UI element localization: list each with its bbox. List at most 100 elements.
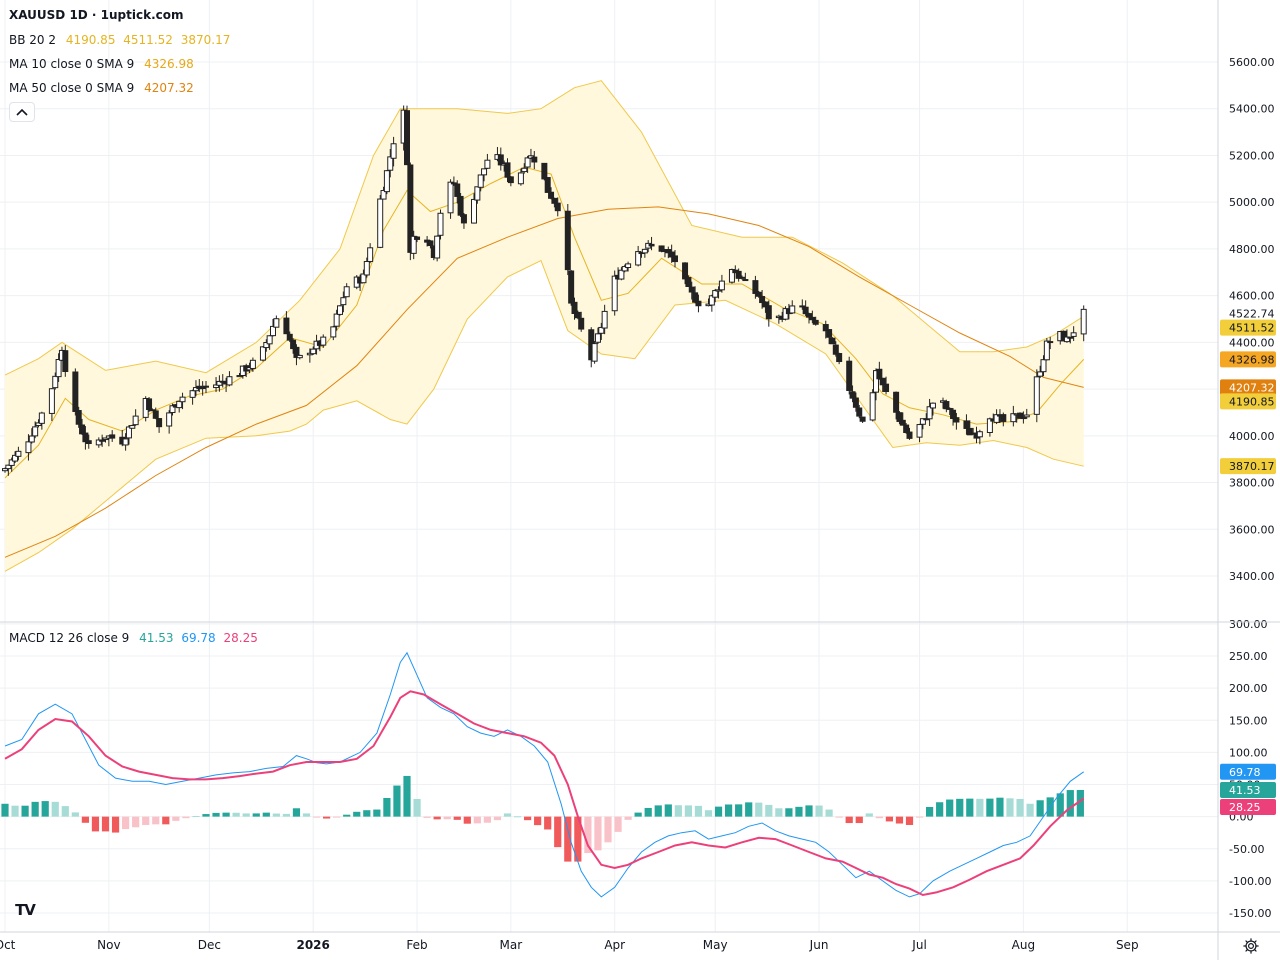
macd-histogram-bar bbox=[775, 808, 783, 817]
candle bbox=[1063, 329, 1070, 343]
candle-body-down bbox=[812, 319, 819, 325]
candle bbox=[497, 147, 504, 171]
candle-body-up bbox=[474, 186, 481, 201]
candle-body-down bbox=[859, 416, 866, 422]
candle bbox=[759, 289, 766, 309]
candle bbox=[474, 186, 481, 204]
candle bbox=[896, 411, 903, 425]
candle bbox=[568, 269, 575, 306]
macd-histogram-bar bbox=[423, 816, 431, 818]
candle-body-down bbox=[109, 434, 116, 439]
candle bbox=[387, 149, 394, 178]
candle bbox=[216, 375, 223, 392]
candle-body-down bbox=[822, 324, 829, 332]
candle bbox=[283, 311, 290, 335]
badge-label: 41.53 bbox=[1229, 784, 1261, 797]
candle bbox=[524, 155, 531, 173]
macd-tick-label: 200.00 bbox=[1229, 682, 1268, 695]
candle bbox=[1017, 412, 1024, 419]
candle-body-up bbox=[594, 333, 601, 343]
candle bbox=[929, 402, 936, 416]
candle bbox=[189, 389, 196, 405]
candle bbox=[544, 177, 551, 193]
bb-legend[interactable]: BB 20 2 4190.85 4511.52 3870.17 bbox=[9, 33, 234, 47]
badge-background bbox=[1220, 781, 1276, 798]
candle bbox=[812, 316, 819, 326]
candle-body-down bbox=[739, 276, 745, 279]
macd-histogram-bar bbox=[534, 816, 542, 826]
candle bbox=[125, 425, 132, 445]
badge-label: 28.25 bbox=[1229, 801, 1261, 814]
price-tick-label: 5200.00 bbox=[1229, 149, 1275, 162]
price-tick-label: 5600.00 bbox=[1229, 56, 1275, 69]
macd-histogram-bar bbox=[353, 811, 361, 817]
candle-body-up bbox=[919, 418, 926, 425]
candle bbox=[876, 361, 883, 380]
tradingview-logo-icon[interactable]: TV bbox=[15, 901, 36, 919]
candle bbox=[765, 300, 772, 327]
macd-histogram-bar bbox=[755, 802, 763, 817]
ma50-legend[interactable]: MA 50 close 0 SMA 9 4207.32 bbox=[9, 81, 198, 95]
collapse-legend-button[interactable] bbox=[9, 102, 35, 122]
candle bbox=[1060, 330, 1067, 342]
candle-body-up bbox=[330, 326, 337, 338]
candle-body-down bbox=[544, 177, 551, 193]
macd-legend[interactable]: MACD 12 26 close 9 41.53 69.78 28.25 bbox=[9, 631, 262, 645]
candle-body-down bbox=[203, 385, 209, 388]
macd-tick-label: 300.00 bbox=[1229, 618, 1268, 631]
candle bbox=[203, 380, 209, 394]
candle bbox=[337, 305, 343, 316]
candle bbox=[48, 388, 55, 422]
candle-body-down bbox=[507, 176, 514, 184]
candle-body-up bbox=[363, 261, 370, 276]
candle-body-up bbox=[38, 412, 45, 424]
candle-body-down bbox=[531, 156, 538, 163]
candle-body-down bbox=[454, 183, 461, 197]
candle bbox=[330, 325, 337, 341]
macd-histogram-bar bbox=[604, 816, 612, 843]
candle-body-up bbox=[869, 392, 876, 421]
candle bbox=[471, 193, 477, 224]
badge-background bbox=[1220, 458, 1276, 475]
candle bbox=[28, 428, 35, 444]
candle bbox=[986, 417, 993, 437]
candle bbox=[648, 236, 655, 251]
symbol-title[interactable]: XAUUSD 1D · 1uptick.com bbox=[9, 8, 184, 22]
macd-histogram-bar bbox=[403, 775, 411, 817]
candle bbox=[712, 288, 719, 303]
candle bbox=[290, 338, 297, 354]
settings-button[interactable] bbox=[1240, 935, 1262, 957]
candle bbox=[668, 244, 675, 263]
badge-label: 4326.98 bbox=[1229, 353, 1275, 366]
candle-body-down bbox=[658, 245, 665, 252]
candlestick-series[interactable] bbox=[2, 105, 1087, 476]
candle-body-down bbox=[85, 440, 92, 445]
candle bbox=[521, 163, 528, 174]
candle-body-up bbox=[635, 251, 642, 266]
candle-body-up bbox=[873, 370, 879, 393]
candle bbox=[407, 162, 414, 261]
candle-body-down bbox=[548, 191, 555, 199]
candle-body-down bbox=[283, 317, 290, 335]
macd-histogram-bar bbox=[232, 812, 240, 817]
x-tick-label: Dec bbox=[198, 938, 221, 952]
macd-tick-label: 150.00 bbox=[1229, 714, 1268, 727]
candle-body-up bbox=[728, 269, 735, 283]
candle bbox=[762, 301, 769, 313]
x-tick-label: Sep bbox=[1116, 938, 1139, 952]
candle bbox=[564, 203, 571, 276]
candle bbox=[641, 248, 648, 258]
x-tick-label: Oct bbox=[0, 938, 16, 952]
candle-body-down bbox=[290, 339, 297, 350]
candle-body-up bbox=[52, 375, 59, 389]
x-tick-label: Jun bbox=[809, 938, 829, 952]
candle bbox=[296, 354, 303, 360]
candle-body-down bbox=[551, 197, 558, 204]
candle-body-down bbox=[504, 162, 511, 178]
ma10-legend[interactable]: MA 10 close 0 SMA 9 4326.98 bbox=[9, 57, 198, 71]
candle-body-up bbox=[179, 396, 186, 403]
candle bbox=[447, 179, 454, 219]
candle-body-up bbox=[477, 174, 484, 188]
